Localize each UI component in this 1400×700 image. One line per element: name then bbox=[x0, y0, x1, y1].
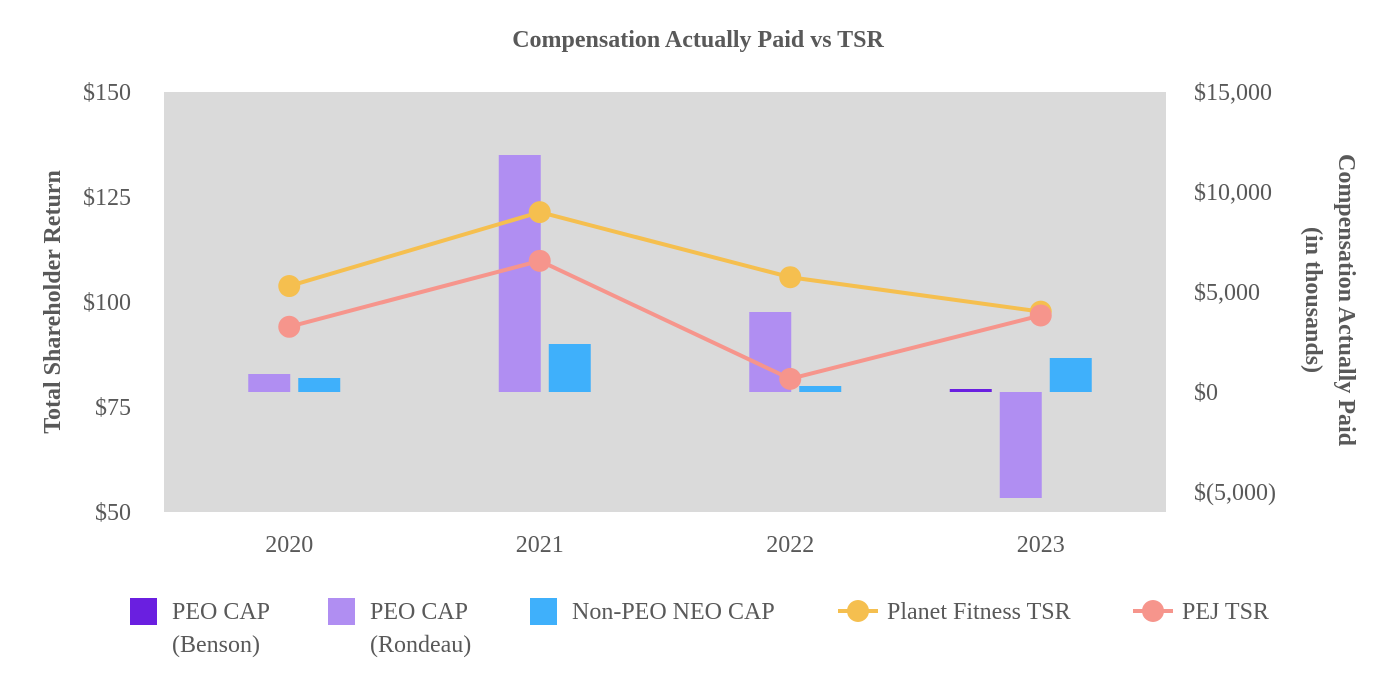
chart-title: Compensation Actually Paid vs TSR bbox=[512, 27, 884, 53]
bar bbox=[298, 378, 341, 392]
bar bbox=[548, 344, 591, 392]
legend: PEO CAP (Benson) PEO CAP (Rondeau) Non-PEO N… bbox=[130, 598, 1269, 658]
legend-label: (Benson) bbox=[172, 632, 260, 658]
bar bbox=[248, 374, 291, 392]
legend-swatch bbox=[328, 598, 355, 625]
legend-swatch bbox=[130, 598, 157, 625]
bar bbox=[1049, 358, 1092, 392]
lines-layer bbox=[278, 201, 1052, 390]
left-tick-label: $125 bbox=[83, 185, 131, 211]
right-tick-label: $5,000 bbox=[1194, 280, 1260, 306]
line-point bbox=[528, 201, 551, 224]
line-point bbox=[779, 266, 802, 289]
series-line bbox=[288, 258, 1042, 381]
right-axis-ticks: $(5,000) $0 $5,000 $10,000 $15,000 bbox=[1194, 80, 1276, 506]
legend-label: PEJ TSR bbox=[1182, 599, 1269, 625]
right-tick-label: $(5,000) bbox=[1194, 480, 1276, 506]
line-point bbox=[779, 367, 802, 390]
legend-label: PEO CAP bbox=[370, 599, 468, 625]
right-tick-label: $0 bbox=[1194, 380, 1218, 406]
series-line bbox=[288, 210, 1042, 314]
bar bbox=[498, 155, 541, 392]
bar bbox=[949, 389, 992, 392]
left-tick-label: $75 bbox=[95, 395, 131, 421]
legend-marker bbox=[1142, 600, 1164, 622]
plot-area bbox=[164, 92, 1166, 512]
left-axis-ticks: $50 $75 $100 $125 $150 bbox=[83, 80, 131, 526]
bars-layer bbox=[248, 155, 1092, 498]
legend-label: Non-PEO NEO CAP bbox=[572, 599, 775, 625]
legend-label: PEO CAP bbox=[172, 599, 270, 625]
legend-label: Planet Fitness TSR bbox=[887, 599, 1071, 625]
right-tick-label: $10,000 bbox=[1194, 180, 1272, 206]
right-tick-label: $15,000 bbox=[1194, 80, 1272, 106]
x-tick-label: 2022 bbox=[766, 532, 814, 558]
left-axis-title: Total Shareholder Return bbox=[40, 170, 66, 434]
right-axis-title-line-2: (in thousands) bbox=[1300, 227, 1326, 373]
x-tick-label: 2021 bbox=[516, 532, 564, 558]
line-point bbox=[1029, 304, 1052, 327]
bar bbox=[799, 386, 842, 392]
legend-label: (Rondeau) bbox=[370, 632, 471, 658]
left-tick-label: $100 bbox=[83, 290, 131, 316]
line-point bbox=[278, 315, 301, 338]
legend-marker bbox=[847, 600, 869, 622]
bar bbox=[999, 392, 1042, 498]
x-tick-label: 2020 bbox=[265, 532, 313, 558]
left-tick-label: $150 bbox=[83, 80, 131, 106]
right-axis-title-line-1: Compensation Actually Paid bbox=[1333, 154, 1359, 447]
legend-swatch bbox=[530, 598, 557, 625]
left-tick-label: $50 bbox=[95, 500, 131, 526]
x-axis-ticks: 2020 2021 2022 2023 bbox=[265, 532, 1065, 558]
line-point bbox=[528, 249, 551, 272]
line-point bbox=[278, 275, 301, 298]
x-tick-label: 2023 bbox=[1017, 532, 1065, 558]
